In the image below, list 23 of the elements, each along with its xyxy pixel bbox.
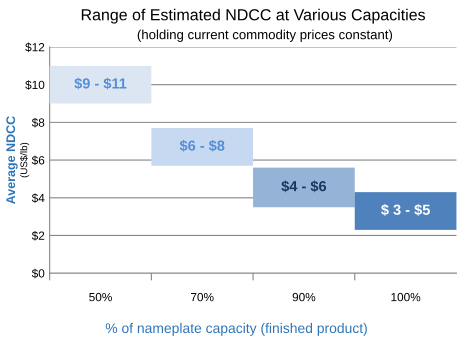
chart-title: Range of Estimated NDCC at Various Capacities <box>82 8 426 24</box>
annotation: $6 - $8 <box>180 140 224 152</box>
x-tick-label: 90% <box>292 292 316 302</box>
x-tick-label: 70% <box>191 292 214 302</box>
annotation: $ 3 - $5 <box>381 204 430 216</box>
x-tick-label: 100% <box>391 292 420 302</box>
y-tick-label: $4 <box>32 193 44 203</box>
chart-subtitle: (holding current commodity prices constant) <box>138 30 392 42</box>
y-tick-label: $12 <box>25 42 44 52</box>
bar <box>354 192 456 230</box>
y-tick-label: $0 <box>32 268 44 278</box>
bar <box>151 128 254 166</box>
y-tick-label: $6 <box>32 156 44 166</box>
annotation: $4 - $6 <box>281 180 326 192</box>
y-tick-label: $8 <box>32 118 44 128</box>
bar <box>50 66 152 104</box>
y-tick-label: $10 <box>25 80 44 90</box>
x-tick-label: 50% <box>89 292 112 302</box>
annotation: $9 - $11 <box>74 78 126 90</box>
y-axis-title: Average NDCC (US$/lb) <box>6 116 30 204</box>
x-axis-title: % of nameplate capacity (finished product) <box>106 322 367 336</box>
y-tick-label: $2 <box>32 231 44 241</box>
bar <box>253 168 355 208</box>
